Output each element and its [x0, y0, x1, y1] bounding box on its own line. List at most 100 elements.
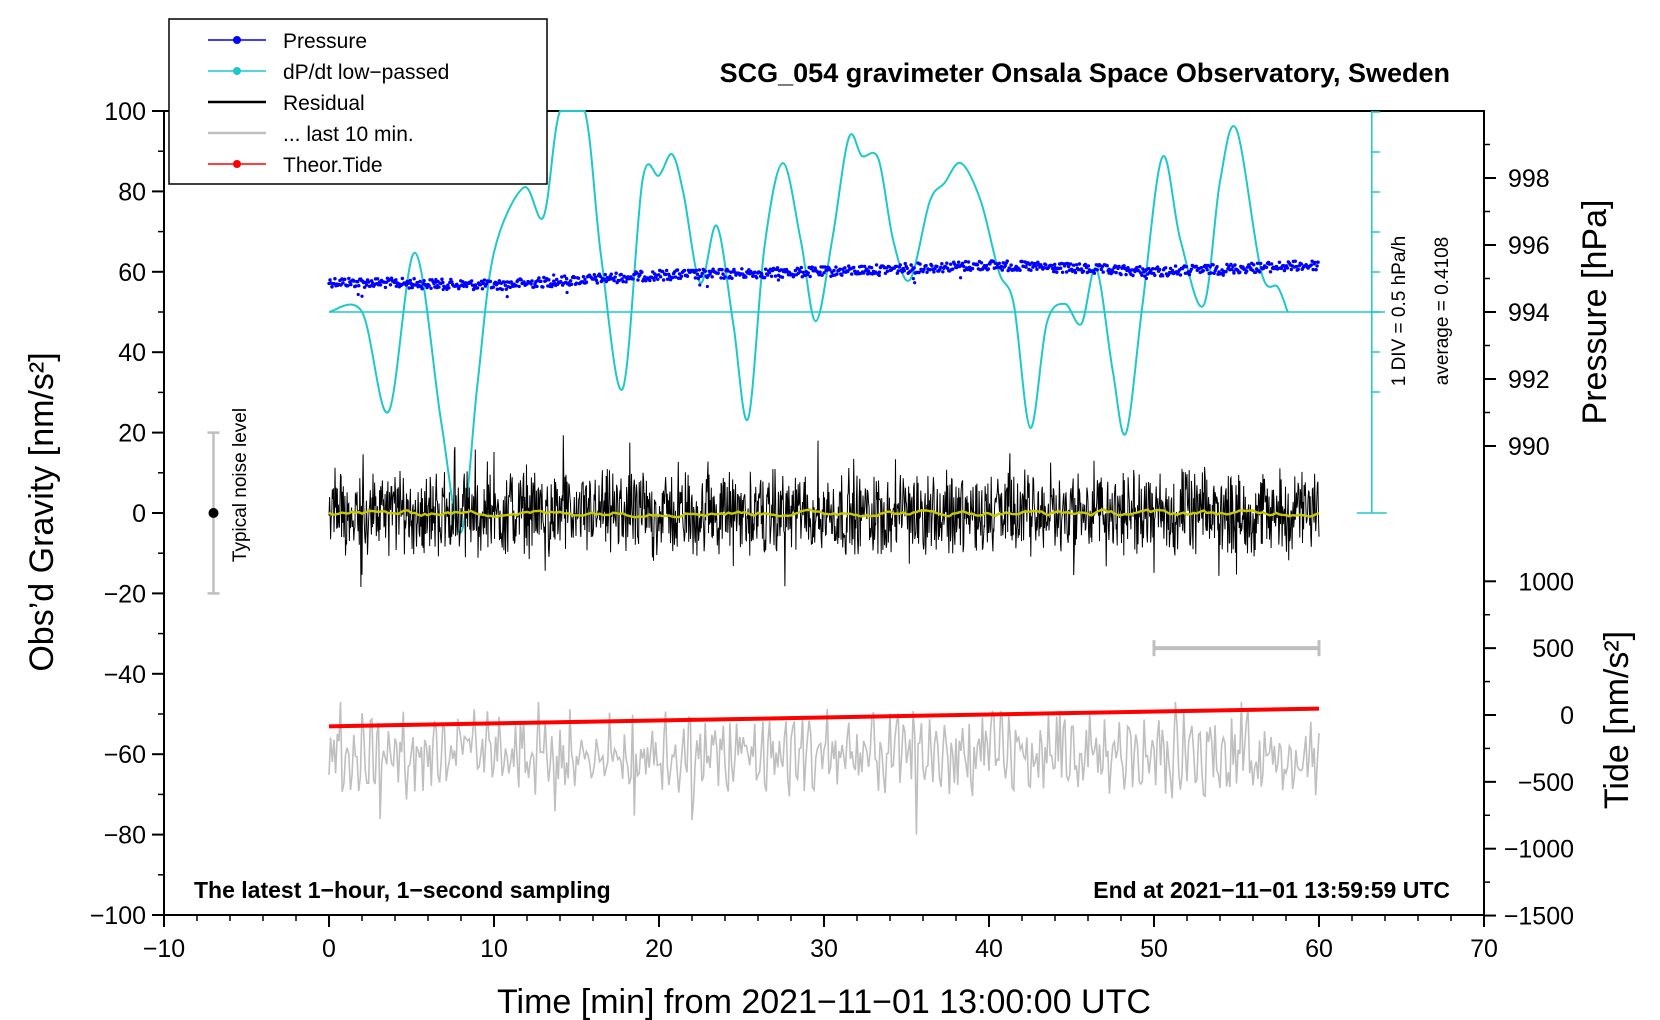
legend-label: Pressure: [283, 30, 367, 53]
pressure-tick-label: 994: [1508, 299, 1550, 327]
y-tick-label: −20: [104, 580, 146, 608]
tide-axis-title: Tide [nm/s²]: [1598, 631, 1636, 809]
pressure-outlier: [911, 277, 915, 281]
x-tick-label: 40: [975, 935, 1003, 963]
pressure-outlier: [565, 290, 569, 295]
dpdt-line: [328, 110, 1289, 534]
x-tick-label: 30: [810, 935, 838, 963]
chart-title: SCG_054 gravimeter Onsala Space Observat…: [720, 58, 1450, 88]
dpdt-scale-label: 1 DIV = 0.5 hPa/h: [1389, 236, 1410, 387]
tide-tick-label: 1000: [1518, 568, 1574, 596]
y-axis-ticks: −100 −80 −60 −40 −20 0 20 40 60 80 100: [90, 98, 164, 930]
pressure-outlier: [1249, 266, 1253, 271]
pressure-outlier: [877, 273, 881, 278]
x-tick-label: 20: [645, 935, 673, 963]
pressure-outlier: [988, 262, 992, 266]
last-10-min-line: [328, 701, 1320, 835]
y-tick-label: 100: [104, 98, 146, 126]
pressure-tick-label: 998: [1508, 165, 1550, 193]
pressure-outlier: [1027, 267, 1031, 271]
pressure-outlier: [652, 278, 656, 282]
pressure-outlier: [1232, 269, 1236, 274]
y-tick-label: −80: [104, 822, 146, 850]
pressure-outlier: [435, 283, 439, 288]
dpdt-average-label: average = 0.4108: [1432, 237, 1453, 385]
tide-tick-label: 500: [1532, 635, 1574, 663]
y-tick-label: 40: [118, 339, 146, 367]
pressure-outlier: [360, 294, 364, 298]
y-tick-label: −100: [90, 902, 146, 930]
legend-marker: [233, 160, 241, 168]
pressure-points: [327, 259, 1320, 292]
residual-series: [328, 435, 1320, 588]
x-tick-label: 10: [480, 935, 508, 963]
dpdt-series: [328, 110, 1387, 534]
pressure-outlier: [434, 277, 438, 282]
pressure-outlier: [1221, 273, 1225, 277]
noise-level-indicator: [207, 431, 220, 595]
legend-label: dP/dt low−passed: [283, 61, 449, 84]
y-tick-label: 60: [118, 259, 146, 287]
last-10-min-bar: [1152, 640, 1321, 657]
tide-tick-label: −1500: [1504, 903, 1574, 931]
pressure-axis-ticks: 990 992 994 996 998: [1484, 143, 1550, 461]
legend-label: Theor.Tide: [283, 154, 383, 177]
legend-marker: [233, 36, 241, 44]
pressure-outlier: [1053, 265, 1057, 270]
pressure-tick-label: 996: [1508, 232, 1550, 260]
residual-smoothed-line: [328, 508, 1320, 519]
pressure-outlier: [958, 276, 963, 280]
pressure-outlier: [394, 278, 398, 282]
pressure-outlier: [552, 273, 556, 277]
tide-tick-label: −1000: [1504, 836, 1574, 864]
x-tick-label: −10: [143, 935, 185, 963]
theor-tide-line: [328, 706, 1320, 729]
pressure-outlier: [705, 284, 709, 289]
last-10-min-series: [328, 701, 1320, 835]
y-tick-label: 0: [132, 500, 146, 528]
pressure-outlier: [505, 295, 509, 299]
theor-tide-series: [328, 706, 1320, 729]
y-axis-title: Obs’d Gravity [nm/s²]: [23, 352, 61, 671]
pressure-outlier: [698, 283, 702, 287]
legend: Pressure dP/dt low−passed Residual ... last…: [168, 18, 548, 185]
tide-tick-label: 0: [1560, 702, 1574, 730]
y-tick-label: −40: [104, 661, 146, 689]
pressure-outlier: [410, 283, 414, 287]
pressure-outlier: [776, 278, 781, 282]
x-tick-label: 0: [322, 935, 336, 963]
pressure-outlier: [441, 287, 445, 292]
legend-box: [168, 18, 548, 185]
y-tick-label: −60: [104, 741, 146, 769]
pressure-tick-label: 990: [1508, 433, 1550, 461]
pressure-outlier: [583, 277, 587, 282]
legend-label: ... last 10 min.: [283, 123, 414, 146]
noise-level-label: Typical noise level: [230, 408, 251, 562]
footer-left-note: The latest 1−hour, 1−second sampling: [194, 877, 611, 903]
y-tick-label: 80: [118, 178, 146, 206]
x-axis-title: Time [min] from 2021−11−01 13:00:00 UTC: [497, 983, 1151, 1020]
pressure-outlier: [1144, 276, 1149, 281]
legend-items: Pressure dP/dt low−passed Residual ... last…: [208, 30, 449, 177]
pressure-outlier: [1107, 271, 1111, 275]
pressure-outlier: [913, 281, 917, 285]
legend-label: Residual: [283, 92, 365, 115]
x-tick-label: 70: [1470, 935, 1498, 963]
x-tick-label: 60: [1305, 935, 1333, 963]
y-tick-label: 20: [118, 420, 146, 448]
legend-marker: [233, 67, 241, 75]
pressure-axis-title: Pressure [hPa]: [1576, 200, 1614, 425]
pressure-outlier: [760, 273, 764, 277]
pressure-outlier: [356, 292, 360, 297]
residual-line: [328, 435, 1320, 588]
pressure-series: [327, 259, 1320, 299]
tide-axis-ticks: −1500 −1000 −500 0 500 1000: [1484, 568, 1574, 931]
pressure-tick-label: 992: [1508, 366, 1550, 394]
x-tick-label: 50: [1140, 935, 1168, 963]
noise-center-dot: [208, 508, 219, 518]
pressure-outlier: [330, 285, 334, 289]
x-axis-ticks: −10 0 10 20 30 40 50 60 70: [143, 915, 1498, 963]
tide-tick-label: −500: [1518, 769, 1574, 797]
footer-right-note: End at 2021−11−01 13:59:59 UTC: [1093, 877, 1450, 903]
